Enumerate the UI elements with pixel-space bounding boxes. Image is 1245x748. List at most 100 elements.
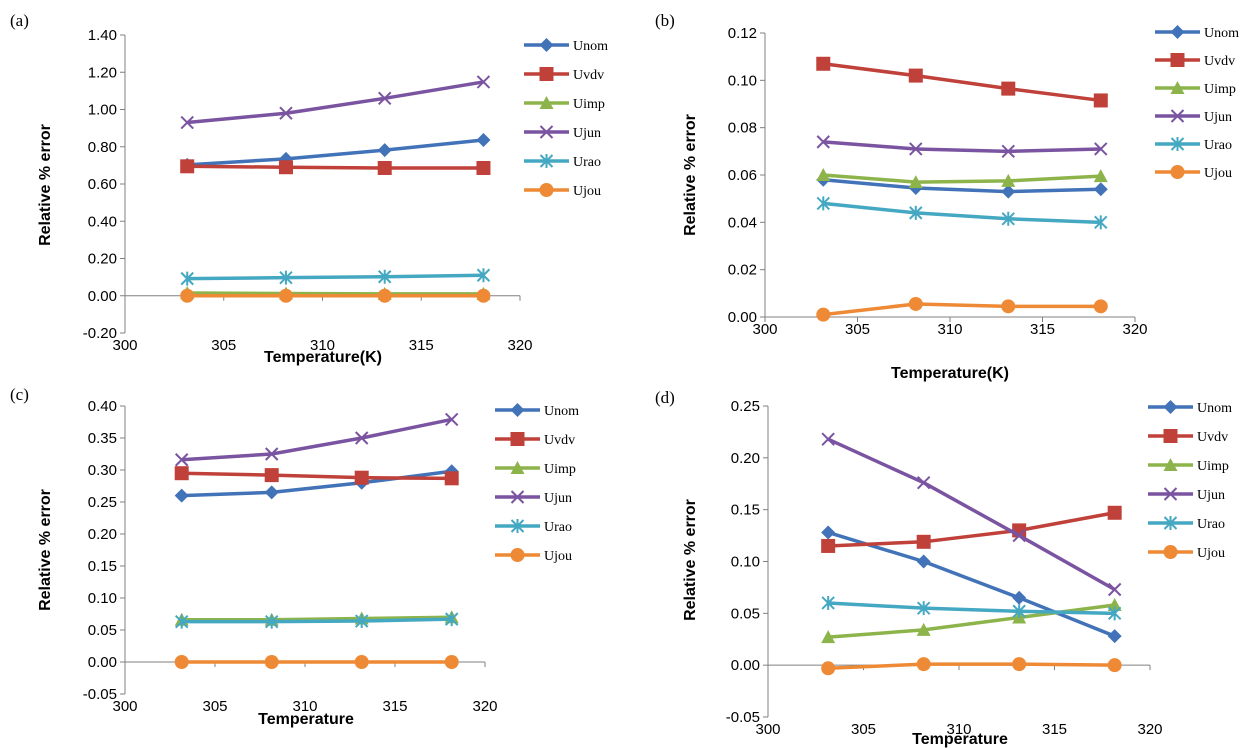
y-tick-label: 0.10 [731,554,760,571]
y-tick-label: 1.40 [88,27,117,44]
legend-marker [1163,516,1178,530]
x-tick-label: 300 [112,337,137,354]
series-line [823,302,1101,317]
series-ujou [180,288,491,303]
series-ujun [180,75,491,130]
series-line [181,615,452,622]
data-point [1093,93,1108,108]
data-point [1001,144,1015,159]
series-uimp [180,285,491,300]
data-point [821,538,836,553]
series-line [187,164,484,170]
legend-marker [1163,545,1178,559]
legend-label: Ujun [573,126,601,141]
series-line [187,138,484,167]
legend-label: Unom [1197,401,1232,416]
series-ujun [816,135,1108,159]
data-point [1001,299,1016,314]
panel-label: (d) [655,388,675,407]
series-uvdv [821,505,1122,553]
legend-marker [539,125,554,139]
data-point [1107,582,1122,597]
data-point [1012,590,1027,605]
legend-marker [1163,487,1178,501]
series-urao [180,268,491,286]
x-tick-label: 300 [755,721,780,738]
chart-panel: (a) -0.20 0.00 0.20 0.40 0.60 0.80 1.00 1.20 1.40… [10,11,608,366]
x-tick-label: 300 [112,698,137,715]
data-point [264,614,279,629]
data-point [1107,505,1122,520]
legend-label: Uvdv [544,433,575,448]
y-tick-label: 0.15 [731,502,760,519]
series-line [828,511,1115,548]
x-tick-label: 305 [851,721,876,738]
y-tick-label: 0.04 [728,214,757,231]
series-line [187,291,484,296]
data-point [476,75,491,89]
legend-marker [510,461,525,474]
series-uvdv [174,466,459,486]
x-tick-label: 310 [937,321,962,338]
y-tick-label: 0.20 [88,251,117,268]
data-point [916,601,931,616]
series-ujou [816,296,1108,322]
x-tick-label: 315 [1042,721,1067,738]
data-point [916,476,931,490]
data-point [444,412,459,427]
y-tick-label: 0.20 [88,526,117,543]
data-point [816,135,830,149]
y-tick-label: 0.00 [728,309,757,326]
series-ujun [821,432,1122,597]
data-point [816,307,831,322]
legend-marker [1170,53,1185,67]
data-point [354,655,369,669]
series-line [187,273,484,281]
data-point [1107,658,1122,673]
data-point [916,554,931,569]
y-tick-label: 0.15 [88,558,117,575]
legend-label: Uimp [1204,82,1236,97]
x-tick-label: 320 [1122,321,1147,338]
data-point [278,288,293,303]
data-point [908,296,923,311]
data-point [1107,598,1122,612]
legend-marker [1170,81,1185,94]
y-tick-label: 0.02 [728,262,757,279]
y-axis-title: Relative % error [37,124,54,246]
y-tick-label: 0.40 [88,213,117,230]
series-uvdv [816,56,1108,108]
data-point [264,485,279,500]
data-point [1012,604,1026,619]
x-tick-label: 300 [752,321,777,338]
data-point [444,471,459,486]
data-point [264,655,279,669]
series-urao [816,196,1108,230]
data-point [476,133,491,148]
y-tick-label: 0.00 [88,654,117,671]
panel-label: (a) [10,11,29,30]
data-point [354,470,369,485]
legend-label: Unom [1204,26,1239,41]
data-point [1093,299,1108,314]
legend-label: Uvdv [1204,54,1235,69]
data-point [180,115,194,130]
legend-label: Ujou [544,549,572,564]
y-tick-label: 1.00 [88,102,117,119]
y-tick-label: 0.08 [728,120,757,137]
series-line [181,471,452,481]
y-tick-label: -0.05 [83,686,117,703]
series-line [823,201,1101,225]
x-tick-label: 305 [211,337,236,354]
data-point [279,270,293,285]
x-tick-label: 305 [845,321,870,338]
series-line [181,417,453,462]
data-point [444,655,459,669]
y-tick-label: 1.20 [88,64,117,81]
legend-label: Urao [544,520,572,535]
data-point [1012,657,1027,672]
x-tick-label: 310 [292,698,317,715]
y-tick-label: 0.05 [731,605,760,622]
legend-label: Uvdv [1197,430,1228,445]
legend-marker [510,403,525,417]
